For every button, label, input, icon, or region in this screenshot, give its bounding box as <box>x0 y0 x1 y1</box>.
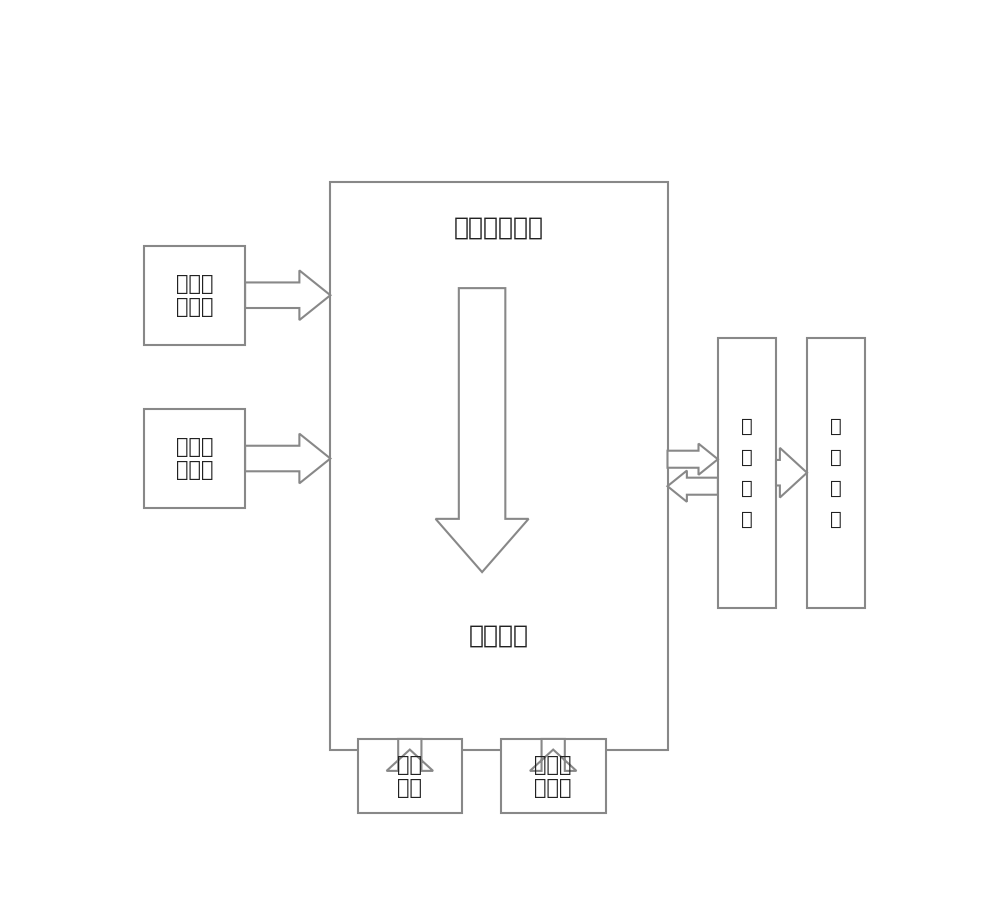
Text: 告
警
单
元: 告 警 单 元 <box>830 417 842 528</box>
Bar <box>718 337 776 608</box>
Text: 电流感
测单元: 电流感 测单元 <box>176 274 214 317</box>
Text: 通
信
模
块: 通 信 模 块 <box>741 417 753 528</box>
Text: 数据处理单元: 数据处理单元 <box>454 216 544 240</box>
Bar <box>807 337 865 608</box>
Bar <box>144 408 245 508</box>
Polygon shape <box>668 470 718 502</box>
Text: 电源
模块: 电源 模块 <box>397 754 422 798</box>
Polygon shape <box>245 270 330 320</box>
Bar <box>144 245 245 345</box>
Text: 直流防
雷模块: 直流防 雷模块 <box>534 754 572 798</box>
Polygon shape <box>245 433 330 483</box>
Bar <box>330 182 668 750</box>
Polygon shape <box>387 739 433 771</box>
Text: 判断单元: 判断单元 <box>469 624 529 648</box>
Polygon shape <box>436 288 529 572</box>
Polygon shape <box>668 443 718 475</box>
Polygon shape <box>776 448 807 498</box>
Polygon shape <box>530 739 576 771</box>
Bar <box>358 739 462 813</box>
Bar <box>501 739 606 813</box>
Text: 电压采
集单元: 电压采 集单元 <box>176 437 214 480</box>
